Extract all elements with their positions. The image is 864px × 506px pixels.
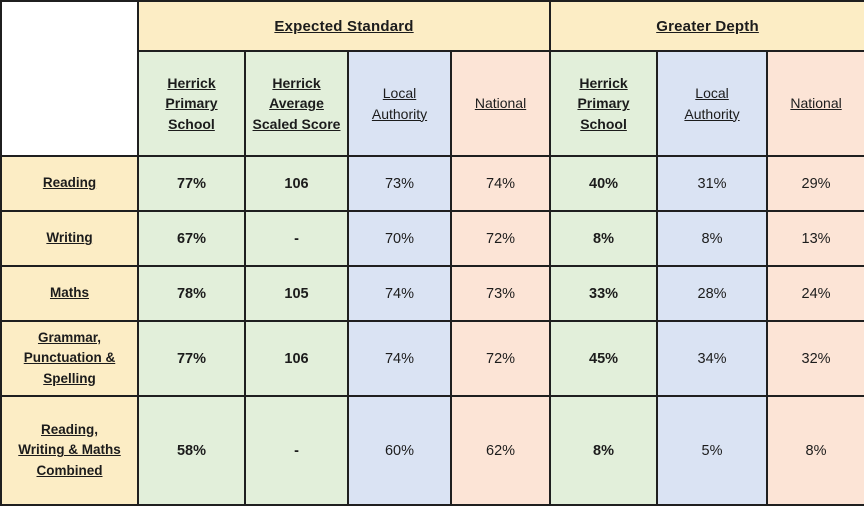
row-label-maths: Maths — [0, 265, 139, 322]
row-label-grammar-punctuation-spelling: Grammar, Punctuation & Spelling — [0, 320, 139, 397]
data-cell: 72% — [449, 320, 552, 397]
data-cell: 34% — [656, 320, 769, 397]
table-row-maths: Maths 78% 105 74% 73% 33% 28% 24% — [0, 265, 864, 322]
data-cell: 73% — [347, 155, 452, 212]
data-cell: 60% — [347, 395, 452, 506]
data-cell: 31% — [656, 155, 769, 212]
data-cell: 72% — [449, 210, 552, 267]
group-header-expected-standard: Expected Standard — [136, 0, 552, 52]
data-cell: 8% — [656, 210, 769, 267]
column-header-es-national: National — [449, 50, 552, 157]
data-cell: 5% — [656, 395, 769, 506]
corner-empty-cell — [0, 0, 139, 157]
data-cell: 67% — [137, 210, 246, 267]
data-cell: 8% — [549, 395, 659, 506]
data-cell: 13% — [766, 210, 864, 267]
row-label-writing: Writing — [0, 210, 139, 267]
data-cell: 40% — [549, 155, 659, 212]
data-cell: 73% — [449, 265, 552, 322]
column-header-gd-herrick-primary-school: Herrick Primary School — [549, 50, 659, 157]
data-cell: 24% — [766, 265, 864, 322]
data-cell: 77% — [137, 320, 246, 397]
data-cell: 70% — [347, 210, 452, 267]
table-row-writing: Writing 67% - 70% 72% 8% 8% 13% — [0, 210, 864, 267]
data-cell: 8% — [549, 210, 659, 267]
data-cell: 29% — [766, 155, 864, 212]
column-header-gd-local-authority: Local Authority — [656, 50, 769, 157]
row-label-reading-writing-maths-combined: Reading, Writing & Maths Combined — [0, 395, 139, 506]
column-header-es-herrick-primary-school: Herrick Primary School — [137, 50, 246, 157]
data-cell: 78% — [137, 265, 246, 322]
data-cell: 62% — [449, 395, 552, 506]
row-label-reading: Reading — [0, 155, 139, 212]
table-row-reading-writing-maths-combined: Reading, Writing & Maths Combined 58% - … — [0, 395, 864, 506]
data-cell: 8% — [766, 395, 864, 506]
data-cell: 74% — [347, 265, 452, 322]
data-cell: 45% — [549, 320, 659, 397]
data-cell: 28% — [656, 265, 769, 322]
data-cell: 33% — [549, 265, 659, 322]
column-header-gd-national: National — [766, 50, 864, 157]
column-header-es-herrick-average-scaled-score: Herrick Average Scaled Score — [244, 50, 349, 157]
column-header-es-local-authority: Local Authority — [347, 50, 452, 157]
data-cell: 106 — [244, 155, 349, 212]
table-row-grammar-punctuation-spelling: Grammar, Punctuation & Spelling 77% 106 … — [0, 320, 864, 397]
group-header-greater-depth: Greater Depth — [549, 0, 864, 52]
data-cell: 106 — [244, 320, 349, 397]
data-cell: 105 — [244, 265, 349, 322]
data-cell: 32% — [766, 320, 864, 397]
data-cell: 74% — [347, 320, 452, 397]
data-cell: 77% — [137, 155, 246, 212]
data-cell: - — [244, 395, 349, 506]
table-row-reading: Reading 77% 106 73% 74% 40% 31% 29% — [0, 155, 864, 212]
data-cell: - — [244, 210, 349, 267]
data-cell: 58% — [137, 395, 246, 506]
data-cell: 74% — [449, 155, 552, 212]
